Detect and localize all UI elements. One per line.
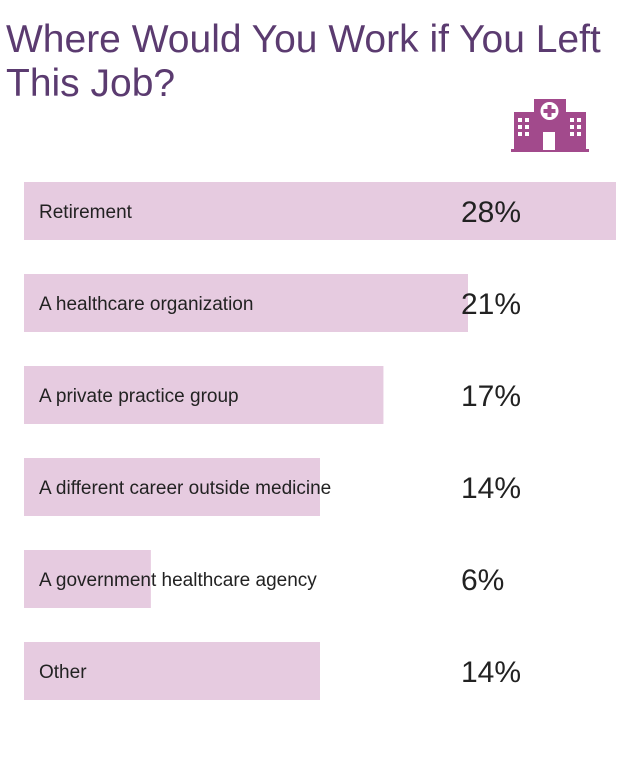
hospital-icon [511,99,589,152]
bar [24,550,151,608]
bar [24,458,320,516]
category-label: Retirement [39,202,133,223]
category-label: Other [39,662,87,683]
value-label: 14% [461,472,521,505]
category-label: A private practice group [39,386,239,407]
category-label: A different career outside medicine [39,478,331,499]
bar [24,366,384,424]
bar [24,274,468,332]
category-label: A government healthcare agency [39,570,317,591]
value-label: 21% [461,288,521,321]
value-label: 6% [461,564,504,597]
value-label: 28% [461,196,521,229]
value-label: 17% [461,380,521,413]
bar [24,642,320,700]
bar [24,182,616,240]
value-label: 14% [461,656,521,689]
category-label: A healthcare organization [39,294,253,315]
chart-title: Where Would You Work if You Left This Jo… [6,18,601,105]
